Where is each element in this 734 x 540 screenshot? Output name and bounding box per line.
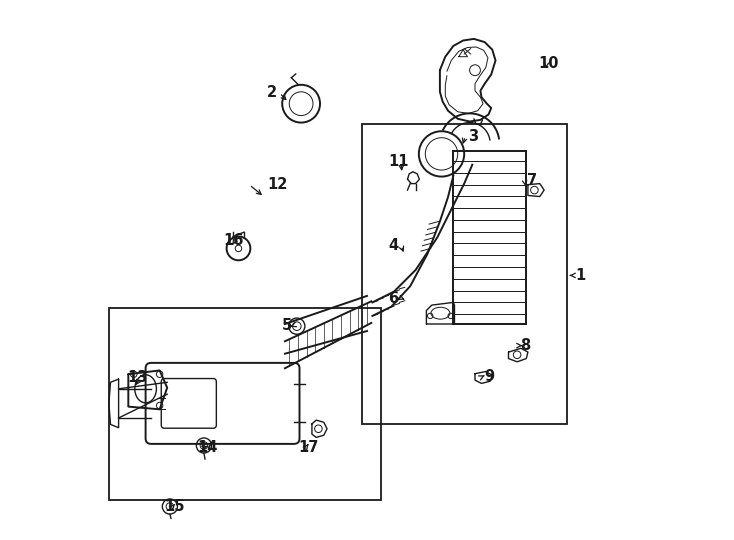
Text: 17: 17 — [298, 440, 319, 455]
Text: 15: 15 — [164, 499, 185, 514]
Text: 5: 5 — [282, 318, 292, 333]
Bar — [109, 308, 380, 500]
Text: 4: 4 — [388, 238, 399, 253]
Text: 6: 6 — [388, 291, 399, 306]
Text: 16: 16 — [223, 233, 243, 248]
Text: 8: 8 — [520, 338, 531, 353]
Text: 11: 11 — [388, 154, 409, 170]
Text: 7: 7 — [527, 173, 537, 188]
Text: 1: 1 — [575, 268, 586, 283]
Text: 14: 14 — [197, 440, 217, 455]
Text: 12: 12 — [267, 177, 288, 192]
Text: 10: 10 — [538, 56, 559, 71]
Text: 3: 3 — [468, 129, 478, 144]
Text: 2: 2 — [267, 85, 277, 100]
Text: 9: 9 — [484, 369, 494, 384]
Text: 13: 13 — [128, 370, 148, 386]
Bar — [362, 124, 567, 424]
